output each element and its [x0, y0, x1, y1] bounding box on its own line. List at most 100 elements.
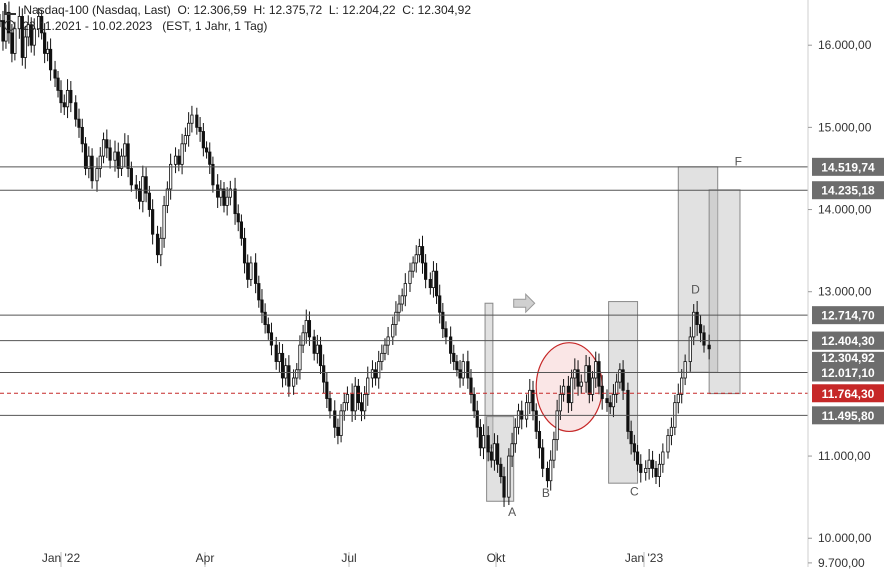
- candle-body: [383, 344, 387, 354]
- candle-body: [119, 155, 124, 169]
- level-lines: 14.519,74 14.235,18 12.714,70 12.404,30 12.0…: [0, 157, 884, 425]
- candle-body: [123, 143, 127, 157]
- candle-body: [597, 361, 601, 387]
- candle-body: [190, 114, 194, 124]
- candle-body: [301, 332, 305, 346]
- candle-body: [666, 435, 670, 453]
- candle-body: [507, 455, 511, 498]
- level-label-box: [812, 363, 884, 382]
- candle-body: [155, 233, 160, 256]
- candle-body: [461, 361, 465, 379]
- candle-body: [173, 155, 178, 165]
- candle-body: [549, 459, 553, 482]
- candle-body: [10, 32, 14, 54]
- candle-body: [654, 467, 658, 478]
- level-label-box: [812, 306, 884, 325]
- candle-body: [177, 155, 181, 165]
- level-label-box: [812, 331, 884, 350]
- candle-body: [455, 361, 459, 371]
- date-range: 23.11.2021 - 10.02.2023: [22, 19, 153, 33]
- candle-body: [534, 410, 538, 432]
- candle-body: [408, 270, 412, 284]
- candle-body: [211, 163, 215, 186]
- level-label-box: [812, 181, 884, 200]
- candle-body: [373, 369, 378, 379]
- last-close-label: 12.304,92: [821, 351, 875, 365]
- candle-body: [438, 295, 442, 313]
- candle-body: [98, 155, 102, 169]
- candle-body: [183, 135, 187, 145]
- candle-body: [510, 443, 514, 457]
- candle-body: [417, 246, 421, 256]
- candle-body: [496, 443, 500, 465]
- candle-body: [377, 361, 381, 379]
- candle-body: [295, 369, 299, 379]
- candle-body: [576, 369, 580, 387]
- candle-body: [502, 476, 506, 498]
- candle-body: [558, 394, 562, 412]
- pattern-boxes: [484, 166, 741, 502]
- candle-body: [545, 467, 550, 482]
- candle-body: [486, 435, 490, 453]
- candle-body: [37, 16, 41, 30]
- candle-body: [420, 246, 425, 264]
- candle-body: [159, 237, 163, 256]
- candle-body: [363, 394, 367, 412]
- candle-body: [561, 385, 566, 395]
- candle-body: [80, 126, 84, 145]
- instrument-title: Nasdaq-100 (Nasdaq, Last): [23, 3, 171, 17]
- y-tick-label: 13.000,00: [818, 285, 872, 299]
- candle-body: [113, 151, 117, 161]
- candle-body: [108, 147, 112, 161]
- candle-body: [242, 237, 247, 264]
- candle-body: [698, 324, 703, 334]
- candle-body: [552, 439, 556, 461]
- candle-body: [345, 394, 350, 404]
- candle-body: [208, 151, 212, 165]
- candle-body: [350, 394, 354, 412]
- candle-body: [260, 299, 264, 313]
- candle-body: [198, 126, 202, 132]
- candle-body: [274, 344, 278, 362]
- candle-body: [647, 459, 651, 469]
- last-close-box: [812, 351, 884, 364]
- candle-body: [254, 262, 258, 284]
- level-label: 11.764,30: [822, 387, 875, 401]
- point-label: A: [508, 505, 516, 519]
- candle-body: [195, 114, 199, 128]
- candle-body: [537, 431, 542, 449]
- y-tick-label: 9.700,00: [818, 556, 865, 570]
- point-label: B: [542, 486, 550, 500]
- candle-body: [228, 188, 232, 198]
- candle-body: [618, 369, 622, 383]
- candle-body: [472, 394, 476, 412]
- level-label: 11.495,80: [822, 409, 875, 423]
- candle-body: [411, 262, 415, 272]
- candle-body: [707, 344, 711, 350]
- candle-body: [23, 36, 27, 58]
- candle-body: [513, 426, 517, 445]
- candle-body: [333, 410, 337, 428]
- candle-body: [359, 402, 364, 412]
- candle-body: [162, 205, 166, 239]
- candle-body: [48, 48, 53, 71]
- candle-body: [499, 463, 503, 478]
- candle-body: [702, 332, 706, 346]
- candle-body: [676, 394, 680, 404]
- candle-body: [239, 221, 243, 239]
- candle-body: [43, 32, 47, 54]
- candle-body: [13, 28, 17, 54]
- candle-body: [147, 192, 151, 210]
- candle-body: [611, 394, 616, 408]
- candle-body: [137, 188, 142, 202]
- candle-body: [129, 168, 133, 186]
- candle-body: [587, 365, 591, 395]
- candle-body: [328, 398, 332, 412]
- candle-body: [397, 303, 401, 313]
- candle-body: [69, 89, 73, 104]
- candle-body: [555, 410, 559, 441]
- candle-body: [688, 336, 692, 362]
- candle-body: [225, 196, 229, 206]
- chart-icon: [4, 3, 16, 15]
- level-label: 14.235,18: [821, 184, 875, 198]
